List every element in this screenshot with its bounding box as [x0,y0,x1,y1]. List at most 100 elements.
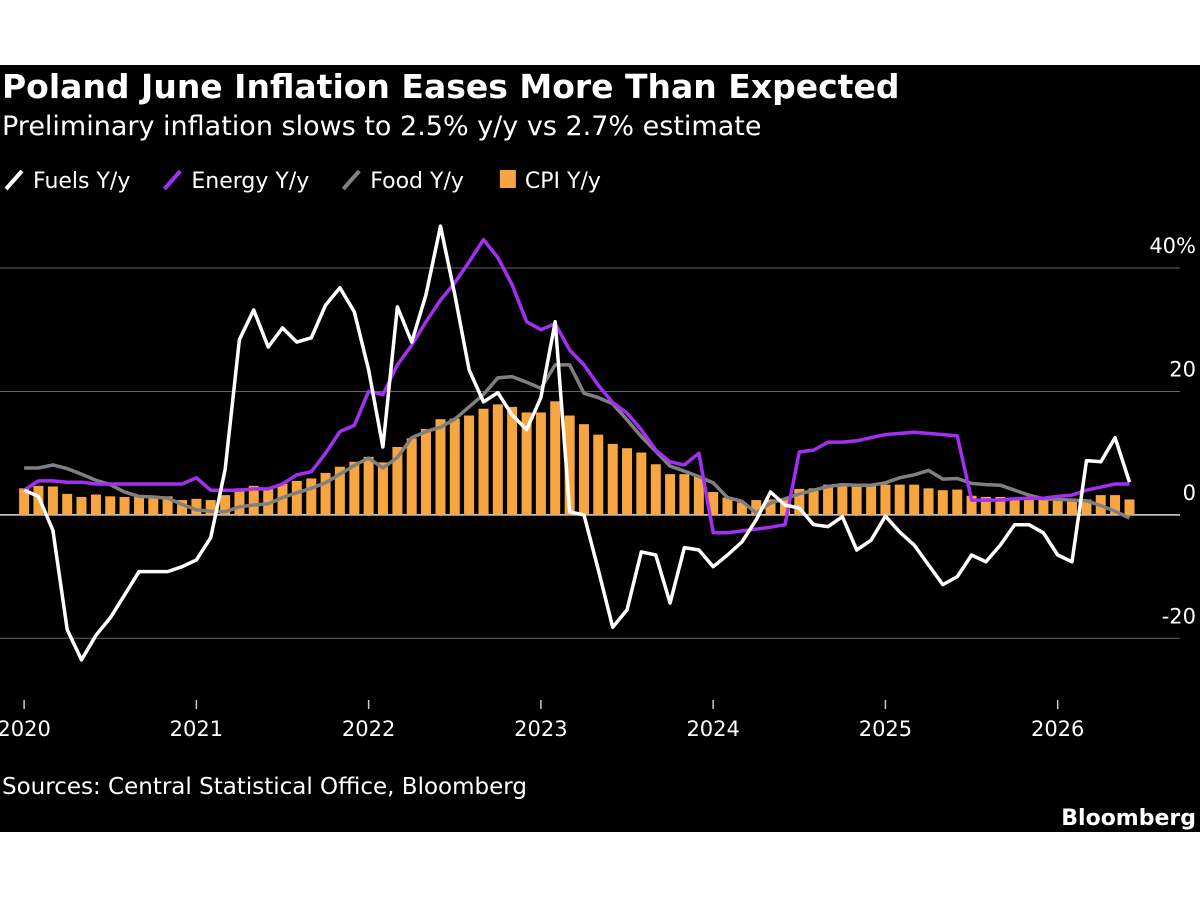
bar [334,466,345,515]
legend-swatch [499,170,516,188]
bar [578,424,589,515]
bar [478,408,489,515]
bar [291,480,302,515]
bar [708,492,719,515]
bar [966,495,977,515]
bar [923,488,934,515]
bar [593,434,604,515]
bar [449,418,460,515]
bar [1066,500,1077,515]
bar [550,401,561,515]
bar [780,498,791,515]
bar [76,496,87,515]
bar [751,500,762,515]
bar [823,484,834,515]
bar [47,486,58,515]
bar [851,485,862,515]
bar [1023,500,1034,515]
bar [1038,500,1049,515]
bar [665,474,676,515]
legend-label: Food Y/y [370,169,464,194]
y-tick-label: 40% [1149,234,1196,258]
bar [1009,497,1020,515]
brand: Bloomberg [1061,806,1196,831]
bar [564,415,575,515]
bar [1081,499,1092,515]
chart-subtitle: Preliminary inflation slows to 2.5% y/y … [2,111,761,142]
legend-label: Energy Y/y [191,169,309,194]
bar [607,443,618,515]
bar [679,474,690,515]
bar [952,489,963,515]
bar [808,488,819,515]
bar [794,488,805,515]
bar [19,488,30,515]
bar [162,496,173,515]
y-tick-label: 0 [1183,481,1196,505]
bar [650,464,661,515]
bar [320,472,331,515]
bar [995,496,1006,515]
bar [306,478,317,515]
bar [507,406,518,515]
source: Sources: Central Statistical Office, Blo… [2,774,527,800]
bar [363,456,374,515]
bar [622,448,633,515]
bar [894,484,905,515]
bar [636,452,647,515]
bar [693,476,704,515]
bar [722,497,733,515]
bar [980,496,991,515]
bar [1052,499,1063,515]
bar [263,487,274,515]
bar [105,496,116,515]
legend-swatch [341,169,361,191]
bar [1124,499,1135,515]
legend-label: CPI Y/y [525,169,601,194]
bar [1110,495,1121,515]
line [23,224,1132,662]
x-tick-label: 2026 [1031,717,1084,741]
bar [765,499,776,515]
bar [492,404,503,515]
bar [880,484,891,515]
x-tick-label: 2020 [0,717,51,741]
legend: Fuels Y/y Energy Y/y Food Y/y CPI Y/y [4,169,601,194]
x-tick-label: 2025 [859,717,912,741]
bar [148,495,159,515]
bar [248,485,259,515]
bar [134,495,145,515]
bar [866,485,877,515]
bar [736,502,747,515]
bar [464,415,475,515]
chart-title: Poland June Inflation Eases More Than Ex… [2,67,899,106]
bar [90,494,101,515]
bar [435,419,446,515]
x-tick-label: 2022 [342,717,395,741]
bar [62,493,73,515]
bar [837,484,848,515]
legend-label: Fuels Y/y [33,169,130,194]
x-tick-label: 2023 [514,717,567,741]
y-tick-label: 20 [1169,357,1196,381]
line [24,363,1131,520]
bar [937,490,948,515]
bar [191,498,202,515]
bar [349,461,360,515]
bar [406,438,417,515]
bar [909,484,920,515]
bar [220,495,231,515]
legend-swatch [4,169,24,191]
bar [535,412,546,515]
x-tick-label: 2021 [170,717,223,741]
bar [421,429,432,515]
bar [377,462,388,515]
x-tick-label: 2024 [686,717,739,741]
y-tick-label: -20 [1162,604,1196,628]
legend-swatch [162,169,182,191]
bar [205,500,216,515]
bar [177,500,188,515]
bar [521,412,532,515]
